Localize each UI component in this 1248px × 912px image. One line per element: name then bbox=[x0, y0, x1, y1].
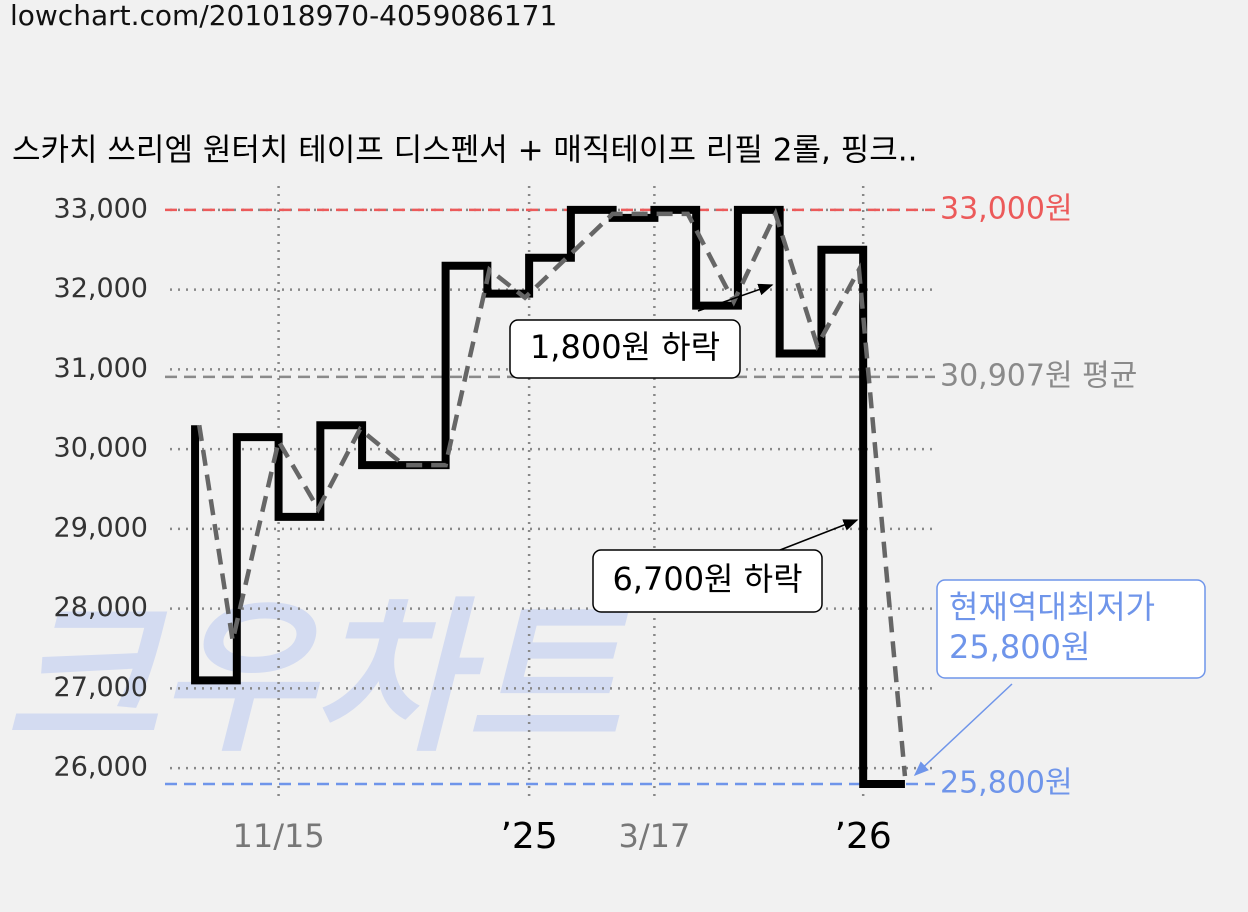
annotation-text: 현재역대최저가 bbox=[949, 588, 1155, 626]
annotation-text: 6,700원 하락 bbox=[612, 560, 802, 598]
x-tick-label: ’25 bbox=[500, 816, 557, 857]
annotation-text: 25,800원 bbox=[949, 628, 1090, 666]
y-tick-label: 33,000 bbox=[54, 193, 148, 224]
price-line bbox=[191, 205, 905, 789]
x-tick-label: ’26 bbox=[835, 816, 892, 857]
y-tick-label: 26,000 bbox=[54, 752, 148, 783]
y-tick-label: 27,000 bbox=[54, 672, 148, 703]
annotation-box bbox=[509, 319, 741, 379]
chart-title: 스카치 쓰리엠 원터치 테이프 디스펜서 + 매직테이프 리필 2롤, 핑크.. bbox=[12, 133, 917, 169]
y-tick-label: 30,000 bbox=[54, 433, 148, 464]
x-tick-label: 3/17 bbox=[618, 817, 690, 855]
url: lowchart.com/201018970-4059086171 bbox=[10, 0, 557, 32]
trend-line bbox=[197, 207, 908, 777]
reference-label: 25,800원 bbox=[940, 766, 1073, 801]
watermark: 크우차트 bbox=[5, 582, 629, 774]
annotation-text: 1,800원 하락 bbox=[530, 328, 720, 366]
annotation-arrow bbox=[913, 683, 1013, 777]
annotation-box bbox=[592, 549, 823, 613]
y-tick-label: 29,000 bbox=[54, 512, 148, 543]
y-tick-label: 32,000 bbox=[54, 273, 148, 304]
annotation-box bbox=[936, 579, 1206, 679]
annotation-arrow bbox=[697, 283, 774, 312]
y-tick-label: 31,000 bbox=[54, 353, 148, 384]
reference-label: 30,907원 평균 bbox=[940, 358, 1137, 393]
annotation-arrow bbox=[779, 519, 859, 551]
reference-label: 33,000원 bbox=[940, 191, 1073, 226]
y-tick-label: 28,000 bbox=[54, 592, 148, 623]
x-tick-label: 11/15 bbox=[232, 817, 324, 855]
